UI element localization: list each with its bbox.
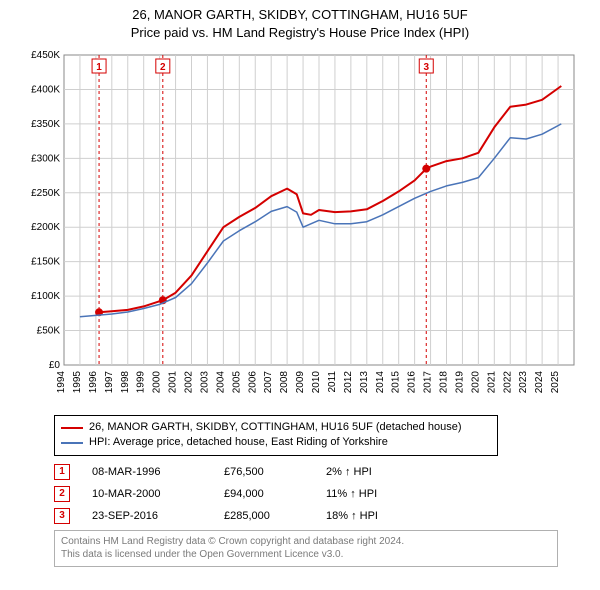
event-row: 3 23-SEP-2016 £285,000 18% ↑ HPI — [54, 508, 600, 524]
svg-text:2019: 2019 — [454, 371, 465, 394]
svg-text:2006: 2006 — [247, 371, 258, 394]
svg-text:1997: 1997 — [104, 371, 115, 394]
svg-text:2014: 2014 — [375, 371, 386, 394]
svg-text:2001: 2001 — [168, 371, 179, 394]
svg-text:2: 2 — [160, 62, 166, 73]
title-block: 26, MANOR GARTH, SKIDBY, COTTINGHAM, HU1… — [0, 0, 600, 41]
svg-text:2016: 2016 — [407, 371, 418, 394]
svg-text:2010: 2010 — [311, 371, 322, 394]
svg-text:1998: 1998 — [120, 371, 131, 394]
svg-text:2024: 2024 — [534, 371, 545, 394]
event-hpi: 18% ↑ HPI — [326, 510, 416, 522]
event-date: 23-SEP-2016 — [92, 510, 202, 522]
svg-text:2011: 2011 — [327, 371, 338, 393]
event-date: 10-MAR-2000 — [92, 488, 202, 500]
svg-text:2000: 2000 — [152, 371, 163, 394]
svg-text:£350K: £350K — [31, 119, 60, 130]
legend-label-subject: 26, MANOR GARTH, SKIDBY, COTTINGHAM, HU1… — [89, 420, 462, 435]
title-line-1: 26, MANOR GARTH, SKIDBY, COTTINGHAM, HU1… — [0, 6, 600, 24]
svg-text:2013: 2013 — [359, 371, 370, 394]
event-marker-3: 3 — [54, 508, 70, 524]
svg-text:2009: 2009 — [295, 371, 306, 394]
svg-text:2021: 2021 — [486, 371, 497, 394]
svg-text:1994: 1994 — [56, 371, 67, 394]
event-hpi: 11% ↑ HPI — [326, 488, 416, 500]
svg-text:2025: 2025 — [550, 371, 561, 394]
event-price: £76,500 — [224, 466, 304, 478]
event-row: 1 08-MAR-1996 £76,500 2% ↑ HPI — [54, 464, 600, 480]
event-row: 2 10-MAR-2000 £94,000 11% ↑ HPI — [54, 486, 600, 502]
footer-line-2: This data is licensed under the Open Gov… — [61, 548, 551, 562]
svg-text:1995: 1995 — [72, 371, 83, 394]
svg-text:2020: 2020 — [470, 371, 481, 394]
svg-text:2008: 2008 — [279, 371, 290, 394]
svg-text:2015: 2015 — [391, 371, 402, 394]
svg-text:£100K: £100K — [31, 291, 60, 302]
event-price: £94,000 — [224, 488, 304, 500]
event-hpi: 2% ↑ HPI — [326, 466, 416, 478]
svg-text:2005: 2005 — [231, 371, 242, 394]
title-line-2: Price paid vs. HM Land Registry's House … — [0, 24, 600, 42]
svg-text:2022: 2022 — [502, 371, 513, 394]
event-marker-1: 1 — [54, 464, 70, 480]
chart-page: 26, MANOR GARTH, SKIDBY, COTTINGHAM, HU1… — [0, 0, 600, 567]
chart: £0 £50K £100K £150K £200K £250K £300K £350K £400… — [20, 49, 580, 409]
legend: 26, MANOR GARTH, SKIDBY, COTTINGHAM, HU1… — [54, 415, 498, 456]
svg-text:1999: 1999 — [136, 371, 147, 394]
svg-text:£450K: £450K — [31, 50, 60, 61]
svg-text:2023: 2023 — [518, 371, 529, 394]
footer-line-1: Contains HM Land Registry data © Crown c… — [61, 535, 551, 549]
legend-row-hpi: HPI: Average price, detached house, East… — [61, 435, 491, 450]
svg-text:£200K: £200K — [31, 222, 60, 233]
svg-text:£400K: £400K — [31, 85, 60, 96]
legend-row-subject: 26, MANOR GARTH, SKIDBY, COTTINGHAM, HU1… — [61, 420, 491, 435]
svg-text:£300K: £300K — [31, 153, 60, 164]
svg-text:£0: £0 — [49, 360, 61, 371]
legend-swatch-subject — [61, 427, 83, 429]
svg-text:2004: 2004 — [215, 371, 226, 394]
svg-text:2002: 2002 — [184, 371, 195, 394]
events-table: 1 08-MAR-1996 £76,500 2% ↑ HPI 2 10-MAR-… — [54, 464, 600, 524]
svg-text:2007: 2007 — [263, 371, 274, 394]
svg-text:3: 3 — [423, 62, 429, 73]
svg-text:£150K: £150K — [31, 257, 60, 268]
footer-attribution: Contains HM Land Registry data © Crown c… — [54, 530, 558, 567]
event-marker-2: 2 — [54, 486, 70, 502]
event-price: £285,000 — [224, 510, 304, 522]
svg-text:1996: 1996 — [88, 371, 99, 394]
svg-text:2012: 2012 — [343, 371, 354, 394]
legend-swatch-hpi — [61, 442, 83, 444]
event-date: 08-MAR-1996 — [92, 466, 202, 478]
svg-text:2003: 2003 — [199, 371, 210, 394]
chart-svg: £0 £50K £100K £150K £200K £250K £300K £350K £400… — [20, 49, 580, 409]
svg-text:1: 1 — [96, 62, 102, 73]
svg-text:£50K: £50K — [37, 326, 61, 337]
svg-text:£250K: £250K — [31, 188, 60, 199]
svg-text:2018: 2018 — [439, 371, 450, 394]
legend-label-hpi: HPI: Average price, detached house, East… — [89, 435, 388, 450]
svg-text:2017: 2017 — [423, 371, 434, 394]
